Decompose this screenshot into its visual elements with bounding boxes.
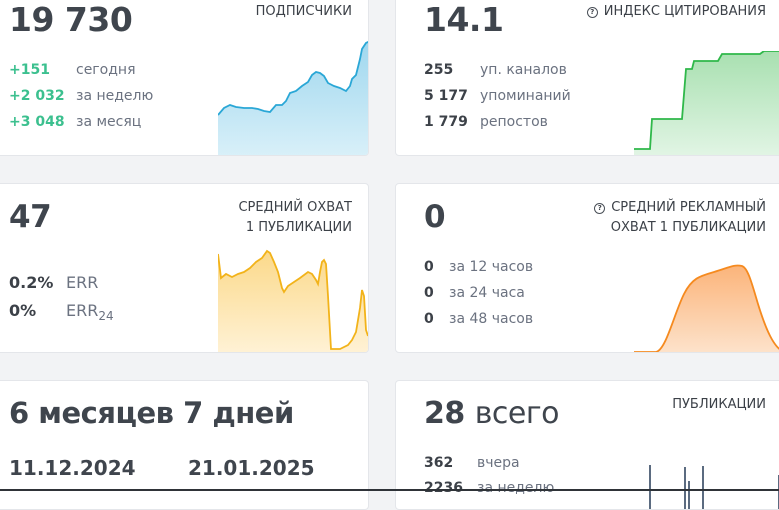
- reach-err24: 0% ERR24: [9, 301, 114, 324]
- ad-reach-sparkline: [634, 264, 779, 352]
- viewport-bottom-border: [0, 489, 779, 491]
- posts-week: 2236 за неделю: [424, 480, 555, 496]
- channel-age-value: 6 месяцев 7 дней: [9, 396, 294, 430]
- citation-title: ? ИНДЕКС ЦИТИРОВАНИЯ: [586, 2, 766, 22]
- subscribers-value: 19 730: [9, 0, 133, 39]
- subscribers-line: [218, 41, 368, 116]
- ad-reach-value: 0: [424, 199, 446, 235]
- posts-bar: [684, 467, 686, 509]
- reach-sparkline: [218, 249, 368, 352]
- posts-yesterday: 362 вчера: [424, 455, 520, 471]
- reach-value: 47: [9, 199, 52, 235]
- ad-reach-area: [634, 265, 779, 352]
- reach-err: 0.2% ERR: [9, 273, 99, 292]
- ad-reach-12h: 0 за 12 часов: [424, 259, 534, 275]
- channel-age-card[interactable]: 6 месяцев 7 дней 11.12.2024 21.01.2025: [0, 380, 369, 510]
- subscribers-area: [218, 42, 368, 155]
- posts-bars: [649, 465, 779, 509]
- citation-sparkline: [634, 51, 779, 155]
- reach-card[interactable]: 47 СРЕДНИЙ ОХВАТ 1 ПУБЛИКАЦИИ 0.2% ERR 0%…: [0, 183, 369, 353]
- subscribers-today: +151 сегодня: [9, 62, 136, 78]
- citation-reposts: 1 779 репостов: [424, 114, 548, 130]
- reach-line: [218, 249, 368, 350]
- ad-reach-card[interactable]: 0 ? СРЕДНИЙ РЕКЛАМНЫЙ ОХВАТ 1 ПУБЛИКАЦИИ …: [395, 183, 779, 353]
- ad-reach-24h: 0 за 24 часа: [424, 285, 525, 301]
- question-icon[interactable]: ?: [594, 203, 606, 214]
- subscribers-month: +3 048 за месяц: [9, 114, 142, 130]
- posts-title: ПУБЛИКАЦИИ: [672, 397, 766, 412]
- subscribers-title: ПОДПИСЧИКИ: [255, 4, 352, 19]
- channel-date-start: 11.12.2024: [9, 456, 136, 480]
- ad-reach-line: [634, 264, 779, 352]
- posts-card[interactable]: 28 всего ПУБЛИКАЦИИ 362 вчера 2236 за неде…: [395, 380, 779, 510]
- posts-value-suffix: всего: [474, 396, 560, 431]
- ad-reach-title: ? СРЕДНИЙ РЕКЛАМНЫЙ ОХВАТ 1 ПУБЛИКАЦИИ: [594, 198, 766, 238]
- subscribers-week: +2 032 за неделю: [9, 88, 154, 104]
- citation-card[interactable]: 14.1 ? ИНДЕКС ЦИТИРОВАНИЯ 255 уп. каналов …: [395, 0, 779, 156]
- subscribers-sparkline: [218, 41, 368, 155]
- ad-reach-48h: 0 за 48 часов: [424, 311, 534, 327]
- channel-date-end: 21.01.2025: [188, 456, 315, 480]
- posts-bar: [688, 481, 690, 509]
- posts-bar: [649, 465, 651, 509]
- citation-line: [634, 51, 779, 150]
- citation-value: 14.1: [424, 0, 504, 39]
- reach-title: СРЕДНИЙ ОХВАТ 1 ПУБЛИКАЦИИ: [238, 200, 352, 235]
- citation-mentions: 5 177 упоминаний: [424, 88, 571, 104]
- posts-value: 28 всего: [424, 396, 559, 431]
- subscribers-card[interactable]: 19 730 ПОДПИСЧИКИ +151 сегодня +2 032 за н…: [0, 0, 369, 156]
- question-icon[interactable]: ?: [586, 7, 598, 18]
- citation-channels: 255 уп. каналов: [424, 62, 567, 78]
- posts-bar: [702, 466, 704, 509]
- reach-area: [218, 251, 368, 352]
- citation-area: [634, 51, 779, 155]
